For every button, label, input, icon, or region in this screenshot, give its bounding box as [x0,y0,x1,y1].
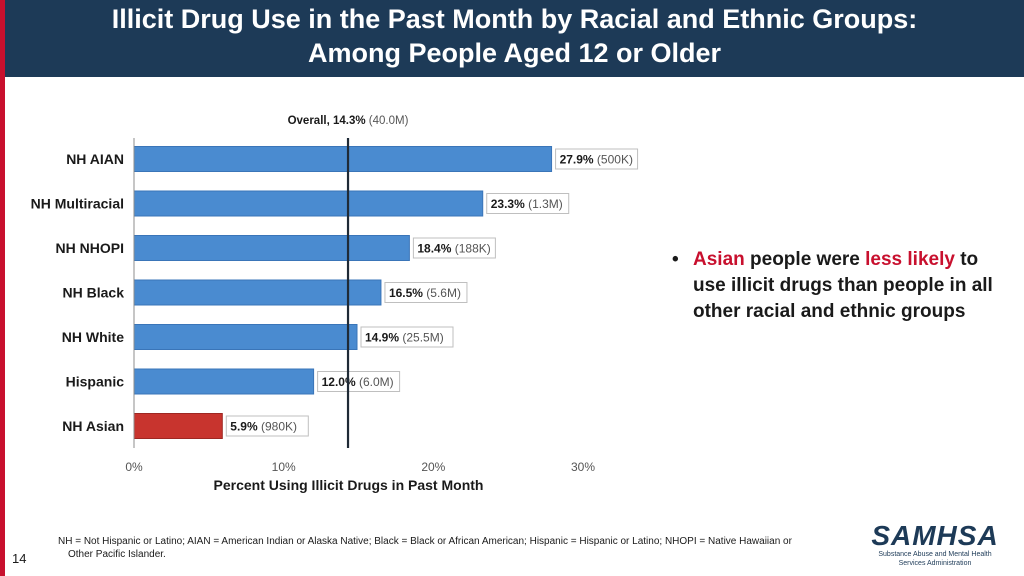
category-label: NH AIAN [66,151,124,167]
data-label-box [225,415,309,437]
slide-header: Illicit Drug Use in the Past Month by Ra… [5,0,1024,77]
key-text-part: people were [744,249,866,270]
data-label: 5.9% (980K) [230,420,297,434]
data-label-box [317,371,401,392]
key-finding-text: Asian people were less likely to use ill… [693,247,1003,325]
left-accent-bar [0,0,5,576]
bar-nh-white [133,324,358,350]
category-label: Hispanic [66,374,125,390]
data-label: 16.5% (5.6M) [389,286,461,300]
key-word-asian: Asian [693,249,745,270]
slide-title-line1: Illicit Drug Use in the Past Month by Ra… [111,4,918,34]
slide-title-line2: Among People Aged 12 or Older [307,38,722,68]
key-text-rest: to use illicit drugs than people in all … [693,249,993,322]
category-label: NH White [62,329,124,345]
samhsa-logo: SAMHSA Substance Abuse and Mental Health… [870,522,1000,568]
data-label-box [555,148,639,170]
data-label: 12.0% (6.0M) [322,375,394,389]
x-tick-label: 30% [571,460,595,474]
category-label: NH Asian [62,418,124,434]
bar-nh-aian [133,146,553,172]
bar-nh-asian [133,413,223,439]
data-label-box [360,326,454,348]
x-tick-label: 10% [272,460,296,474]
page-number: 14 [12,551,27,566]
bar-hispanic [133,368,315,395]
data-label-box [384,282,468,303]
x-tick-label: 0% [125,460,143,474]
bar-nh-nhopi [133,235,410,261]
category-label: NH NHOPI [56,240,124,256]
samhsa-logo-word: SAMHSA [871,520,999,551]
data-label: 14.9% (25.5M) [365,331,444,345]
footnote-line2: Other Pacific Islander. [68,549,166,560]
x-axis-title: Percent Using Illicit Drugs in Past Mont… [214,477,484,493]
footnote-line1: NH = Not Hispanic or Latino; AIAN = Amer… [58,536,792,547]
data-label: 23.3% (1.3M) [491,197,563,211]
footnote: NH = Not Hispanic or Latino; AIAN = Amer… [58,535,858,561]
data-label: 27.9% (500K) [560,153,633,167]
key-word-less-likely: less likely [865,249,955,270]
bar-chart: Overall, 14.3% (40.0M) NH AIAN 27.9% (500K… [31,115,639,493]
overall-reference-label: Overall, 14.3% (40.0M) [288,115,409,127]
bullet-dot: • [672,249,679,270]
samhsa-logo-sub1: Substance Abuse and Mental Health [878,551,992,558]
data-label-box [412,237,496,259]
samhsa-logo-sub2: Services Administration [898,560,972,567]
category-label: NH Multiracial [31,196,124,212]
category-label: NH Black [63,285,125,301]
bar-nh-black [133,279,382,306]
bar-nh-multiracial [133,190,484,217]
x-tick-label: 20% [421,460,445,474]
data-label-box [486,193,570,214]
data-label: 18.4% (188K) [417,242,490,256]
